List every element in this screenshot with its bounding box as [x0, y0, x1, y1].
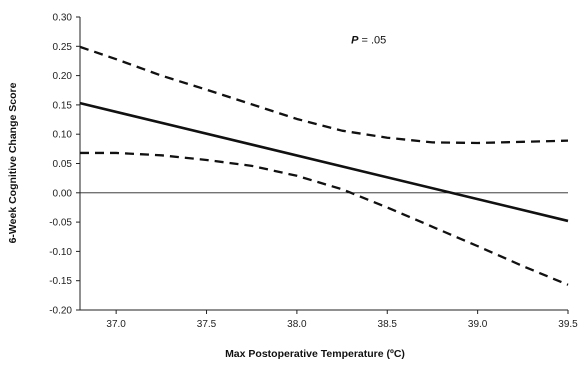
y-tick-label: -0.10 [49, 247, 72, 258]
confidence-band-line-1 [79, 45, 569, 145]
confidence-band-line-2 [80, 151, 569, 286]
y-tick-label: 0.15 [53, 100, 73, 111]
x-tick-label: 38.0 [287, 319, 307, 330]
p-value-letter: P [351, 34, 359, 46]
y-tick-label: 0.30 [53, 13, 73, 24]
x-tick-label: 38.5 [378, 319, 398, 330]
x-tick-label: 37.5 [197, 319, 217, 330]
x-axis-title: Max Postoperative Temperature (ºC) [225, 348, 405, 360]
y-tick-label: 0.00 [53, 188, 73, 199]
y-tick-label: -0.15 [49, 276, 72, 287]
axes [79, 17, 568, 311]
y-tick-label: -0.20 [49, 306, 72, 317]
regression-line-0 [79, 101, 569, 223]
y-tick-label: 0.20 [53, 71, 73, 82]
x-tick-label: 39.5 [558, 319, 578, 330]
series-layer [79, 45, 569, 286]
ticks-layer: -0.20 -0.15 -0.10 -0.05 0.00 0.05 0.10 0.15 0.20… [49, 13, 578, 331]
p-value-text: = .05 [358, 34, 386, 46]
x-tick-label: 39.0 [468, 319, 488, 330]
x-tick-label: 37.0 [106, 319, 126, 330]
y-tick-label: 0.05 [53, 159, 73, 170]
y-tick-label: -0.05 [49, 218, 72, 229]
y-tick-label: 0.10 [53, 130, 73, 141]
p-value-annotation: P = .05 [351, 34, 386, 46]
y-axis-title: 6-Week Cognitive Change Score [7, 82, 19, 243]
y-tick-label: 0.25 [53, 42, 73, 53]
